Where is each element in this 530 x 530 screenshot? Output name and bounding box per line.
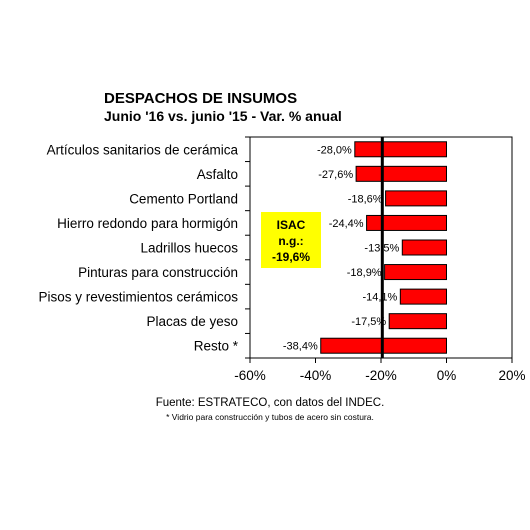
data-label: -27,6% xyxy=(318,169,353,181)
source-note: Fuente: ESTRATECO, con datos del INDEC. xyxy=(156,397,385,409)
data-label: -28,0% xyxy=(317,144,352,156)
category-label: Pinturas para construcción xyxy=(78,265,238,280)
bar xyxy=(385,190,447,207)
category-label: Asfalto xyxy=(197,167,238,182)
x-tick-label: 20% xyxy=(498,368,525,383)
bar xyxy=(384,264,448,281)
bar xyxy=(355,165,447,182)
x-tick-label: -60% xyxy=(234,368,266,383)
annotation-text: ISAC xyxy=(277,218,306,232)
category-label: Pisos y revestimientos cerámicos xyxy=(38,290,238,305)
bar xyxy=(388,313,447,330)
category-label: Resto * xyxy=(194,339,239,354)
bar xyxy=(401,239,448,256)
footnote: * Vidrio para construcción y tubos de ac… xyxy=(166,412,374,422)
category-label: Artículos sanitarios de cerámica xyxy=(47,142,239,157)
chart-title: DESPACHOS DE INSUMOS xyxy=(104,90,297,107)
category-label: Placas de yeso xyxy=(146,314,238,329)
chart-subtitle: Junio '16 vs. junio '15 - Var. % anual xyxy=(104,108,342,124)
bar xyxy=(366,214,447,231)
x-tick-label: 0% xyxy=(437,368,457,383)
data-label: -17,5% xyxy=(351,316,386,328)
data-label: -38,4% xyxy=(283,341,318,353)
bar xyxy=(354,141,447,158)
bar xyxy=(399,288,448,305)
data-label: -18,9% xyxy=(347,267,382,279)
data-label: -14,1% xyxy=(362,292,397,304)
annotation-box xyxy=(261,212,321,268)
x-tick-label: -20% xyxy=(365,368,397,383)
annotation-text: -19,6% xyxy=(272,250,310,264)
x-tick-label: -40% xyxy=(300,368,332,383)
category-label: Hierro redondo para hormigón xyxy=(57,216,238,231)
category-label: Ladrillos huecos xyxy=(140,241,238,256)
data-label: -24,4% xyxy=(329,218,364,230)
data-label: -18,6% xyxy=(348,193,383,205)
annotation-text: n.g.: xyxy=(278,234,303,248)
category-label: Cemento Portland xyxy=(129,191,238,206)
